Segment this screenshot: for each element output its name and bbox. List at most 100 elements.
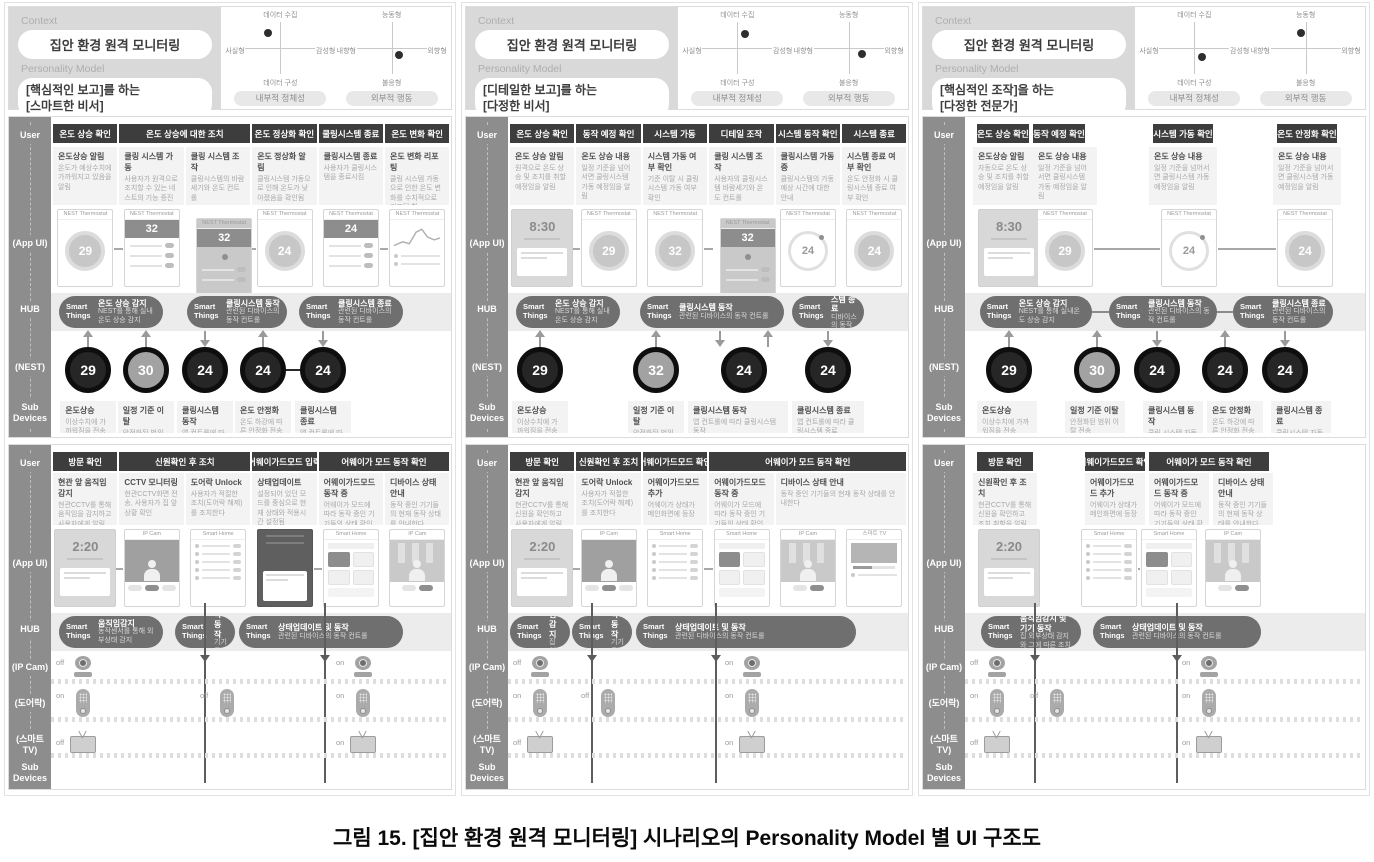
temperature-value: 29 — [78, 244, 93, 258]
person-body — [800, 569, 816, 581]
row-label: HUB — [923, 621, 965, 639]
temperature-value: 29 — [532, 362, 548, 378]
phone-mockup-detail: NEST Thermostat 24 — [323, 209, 379, 287]
flow-arrow-down — [718, 331, 721, 340]
sub-device-card: 쿨링시스템 종료앱 컨트롤에 따라 쿨링시스템 종료 — [295, 401, 351, 433]
device-tile — [1146, 570, 1168, 585]
slider-knob — [222, 254, 229, 260]
step-card-title: 온도 상승 내용 — [1038, 152, 1087, 161]
state-pill — [233, 576, 242, 580]
step-card-title: 어웨이가드모드 동작 중 — [1154, 478, 1199, 498]
state-pill — [233, 568, 242, 572]
temperature-value: 24 — [1298, 244, 1312, 258]
flow-arrowhead-up — [535, 330, 545, 337]
hub-action-title: 쿨링시스템 종료 — [831, 296, 856, 314]
sub-device-card: 쿨링시스템 종료쿨링시스템 자동 종료 — [1271, 401, 1331, 433]
person-body — [409, 569, 426, 581]
phone-mockup-clock: 8:30 — [511, 209, 574, 287]
phone-connector — [704, 568, 713, 570]
setting-line — [202, 278, 235, 281]
row-label: HUB — [466, 621, 508, 639]
temperature-value: 30 — [1089, 362, 1105, 378]
device-tiles — [328, 552, 374, 585]
device-icon — [1086, 568, 1090, 572]
row-label-column: User (App UI) HUB (NEST) Sub Devices — [9, 117, 51, 437]
phone-mockup-cctv: IP Cam — [123, 529, 180, 607]
step-card-title: 온도상승 알림 — [58, 152, 105, 161]
quadrant-chart: 능동형 내향형 외향형 불응형 외부적 행동 — [794, 10, 904, 109]
row-label: Sub Devices — [466, 399, 508, 428]
phone-mockup-ring: NEST Thermostat 24 — [1161, 209, 1217, 287]
axes — [685, 20, 789, 76]
hub-pill-text: 온도 상승 감지 NEST를 통해 실내온도 상승 감지 — [1019, 299, 1085, 325]
setting-line — [129, 244, 162, 247]
action-button — [144, 585, 159, 591]
phone-mockup-detail: NEST Thermostat 32 — [123, 209, 180, 287]
axis-label-top: 능동형 — [838, 12, 859, 19]
phone-mockup-ipcam: IP Cam — [780, 529, 836, 607]
temperature-value: 29 — [1058, 244, 1072, 258]
personality-pill: [핵심적인 보고]를 하는 [스마트한 비서] — [18, 78, 212, 119]
bullet-icon — [394, 262, 399, 266]
toggle-icon — [364, 253, 373, 258]
notification-card — [517, 568, 568, 596]
step-chip: 동작 예정 확인 — [576, 124, 641, 143]
step-card-title: 도어락 Unlock — [581, 478, 633, 487]
row-label: HUB — [9, 301, 51, 319]
action-button — [127, 585, 142, 591]
row-label-column: User (App UI) HUB (IP Cam) (도어락) (스마트 TV) Sub … — [466, 445, 508, 789]
phone-mockup-clock: 2:20 — [54, 529, 117, 607]
temperature-value: 24 — [1217, 362, 1233, 378]
temperature-chart — [393, 224, 441, 250]
detail-header: 24 — [324, 220, 378, 238]
phone-mockup-list: Smart Home — [647, 529, 704, 607]
horizontal-axis — [356, 48, 427, 49]
clock-time: 2:20 — [995, 539, 1023, 554]
person-body — [1225, 569, 1241, 581]
camera-base — [74, 672, 92, 677]
step-card-desc: 기준 이탈 시 쿨링시스템 가동 여부 확인 — [647, 176, 699, 202]
hub-action-title: 쿨링시스템 종료 — [338, 298, 392, 308]
door-lock-icon — [601, 689, 615, 717]
row-label: Sub Devices — [466, 759, 508, 788]
step-card-title: 현관 앞 움직임 감지 — [515, 478, 564, 498]
nest-thermostat: 24 — [182, 347, 228, 393]
keypad-dots — [1053, 693, 1061, 703]
lock-body — [601, 689, 615, 717]
lock-button — [749, 708, 755, 714]
context-block: Context 집안 환경 원격 모니터링 Personality Model [핵심… — [9, 7, 221, 119]
keypad-dots — [748, 693, 756, 703]
device-track — [51, 753, 449, 758]
toggle-icon — [760, 267, 770, 272]
step-card-desc: 일정 기준을 넘어서면 쿨링시스템 가동 예정임을 알림 — [581, 165, 631, 201]
device-track — [51, 679, 449, 684]
nest-thermostat: 24 — [1262, 347, 1308, 393]
toggle-icon — [237, 267, 247, 272]
sub-device-title: 온도상승 — [982, 406, 1012, 415]
step-card: 도어락 Unlock 사용자가 적절한 조치(도어락 해제)를 조치한다 — [185, 473, 251, 525]
row-label: (스마트 TV) — [9, 731, 51, 760]
phone-header: Smart Home — [648, 530, 703, 540]
sub-device-desc: 이상수치에 가까워짐을 전송 — [517, 419, 558, 433]
sub-device-desc: 앱 컨트롤에 따라 쿨링시스템 종료 — [300, 429, 346, 433]
clock-subtext-line — [991, 238, 1027, 240]
phone-mockup-clock: 2:20 — [511, 529, 574, 607]
window-shape — [426, 543, 434, 563]
lock-button — [224, 708, 230, 714]
media-thumbnail — [851, 543, 898, 563]
flow-arrow-up — [767, 337, 769, 347]
row-label-column: User (App UI) HUB (NEST) Sub Devices — [923, 117, 965, 437]
figure-caption: 그림 15. [집안 환경 원격 모니터링] 시나리오의 Personality… — [333, 827, 1041, 850]
device-icon — [652, 576, 657, 580]
nest-thermostat: 29 — [986, 347, 1032, 393]
door-lock-icon — [1202, 689, 1216, 717]
phone-header: NEST Thermostat — [1162, 210, 1216, 220]
device-state-label: on — [56, 691, 65, 700]
toggle-icon — [237, 277, 247, 282]
device-track — [508, 679, 906, 684]
camera-lens — [748, 659, 756, 667]
smart-things-label: Smart Things — [523, 302, 548, 320]
hub-action-desc: 관련된 디바이스의 동작 컨트롤 — [278, 632, 368, 640]
row-label: (App UI) — [9, 555, 51, 573]
